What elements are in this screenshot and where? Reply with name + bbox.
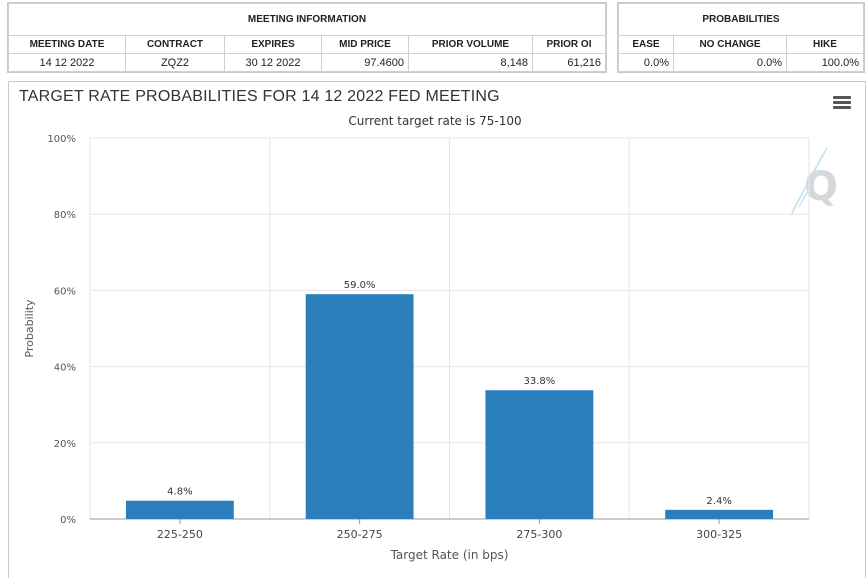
x-tick-label: 250-275 bbox=[337, 528, 383, 541]
x-tick-label: 275-300 bbox=[516, 528, 562, 541]
y-tick-label: 0% bbox=[60, 515, 76, 526]
y-tick-label: 40% bbox=[54, 363, 76, 374]
meeting-information-panel: MEETING INFORMATION MEETING DATE CONTRAC… bbox=[7, 2, 607, 73]
cme-q-logo-icon: Q bbox=[790, 147, 838, 216]
probabilities-panel: PROBABILITIES EASE NO CHANGE HIKE 0.0% 0… bbox=[617, 2, 865, 73]
bar-275-300[interactable] bbox=[485, 390, 594, 519]
chart-subtitle: Current target rate is 75-100 bbox=[348, 114, 521, 128]
data-label: 4.8% bbox=[167, 487, 192, 498]
x-tick-label: 300-325 bbox=[696, 528, 742, 541]
hamburger-menu-icon[interactable] bbox=[833, 96, 851, 110]
no-change-value: 0.0% bbox=[673, 53, 787, 72]
meeting-information-title: MEETING INFORMATION bbox=[8, 3, 606, 36]
x-axis-label: Target Rate (in bps) bbox=[390, 548, 509, 562]
data-label: 33.8% bbox=[523, 376, 555, 387]
bar-chart: Current target rate is 75-100 Q 0% 20% 40%… bbox=[23, 114, 838, 562]
col-expires: EXPIRES bbox=[224, 35, 322, 54]
data-label: 59.0% bbox=[344, 280, 376, 291]
expires-value: 30 12 2022 bbox=[224, 53, 322, 72]
data-label: 2.4% bbox=[706, 496, 731, 507]
col-prior-volume: PRIOR VOLUME bbox=[408, 35, 533, 54]
col-meeting-date: MEETING DATE bbox=[8, 35, 126, 54]
probabilities-table: PROBABILITIES EASE NO CHANGE HIKE 0.0% 0… bbox=[618, 3, 864, 72]
col-no-change: NO CHANGE bbox=[673, 35, 787, 54]
y-tick-label: 100% bbox=[47, 134, 76, 145]
contract-value: ZQZ2 bbox=[125, 53, 225, 72]
hike-value: 100.0% bbox=[786, 53, 864, 72]
chart-title: TARGET RATE PROBABILITIES FOR 14 12 2022… bbox=[19, 88, 500, 105]
prior-oi-value: 61,216 bbox=[532, 53, 606, 72]
y-tick-label: 80% bbox=[54, 210, 76, 221]
bar-225-250[interactable] bbox=[125, 500, 234, 519]
col-hike: HIKE bbox=[786, 35, 864, 54]
table-row: 14 12 2022 ZQZ2 30 12 2022 97.4600 8,148… bbox=[8, 53, 606, 72]
col-mid-price: MID PRICE bbox=[321, 35, 409, 54]
y-tick-label: 20% bbox=[54, 439, 76, 450]
y-tick-label: 60% bbox=[54, 286, 76, 297]
col-ease: EASE bbox=[618, 35, 674, 54]
probabilities-title: PROBABILITIES bbox=[618, 3, 864, 36]
ease-value: 0.0% bbox=[618, 53, 674, 72]
meeting-date-value: 14 12 2022 bbox=[8, 53, 126, 72]
bar-250-275[interactable] bbox=[305, 294, 414, 519]
svg-text:Q: Q bbox=[804, 164, 838, 210]
chart-panel: TARGET RATE PROBABILITIES FOR 14 12 2022… bbox=[8, 81, 866, 578]
prior-volume-value: 8,148 bbox=[408, 53, 533, 72]
x-tick-label: 225-250 bbox=[157, 528, 203, 541]
col-contract: CONTRACT bbox=[125, 35, 225, 54]
y-axis-label: Probability bbox=[23, 299, 36, 358]
mid-price-value: 97.4600 bbox=[321, 53, 409, 72]
col-prior-oi: PRIOR OI bbox=[532, 35, 606, 54]
meeting-information-table: MEETING INFORMATION MEETING DATE CONTRAC… bbox=[8, 3, 606, 72]
bar-300-325[interactable] bbox=[665, 509, 774, 519]
table-row: 0.0% 0.0% 100.0% bbox=[618, 53, 864, 72]
